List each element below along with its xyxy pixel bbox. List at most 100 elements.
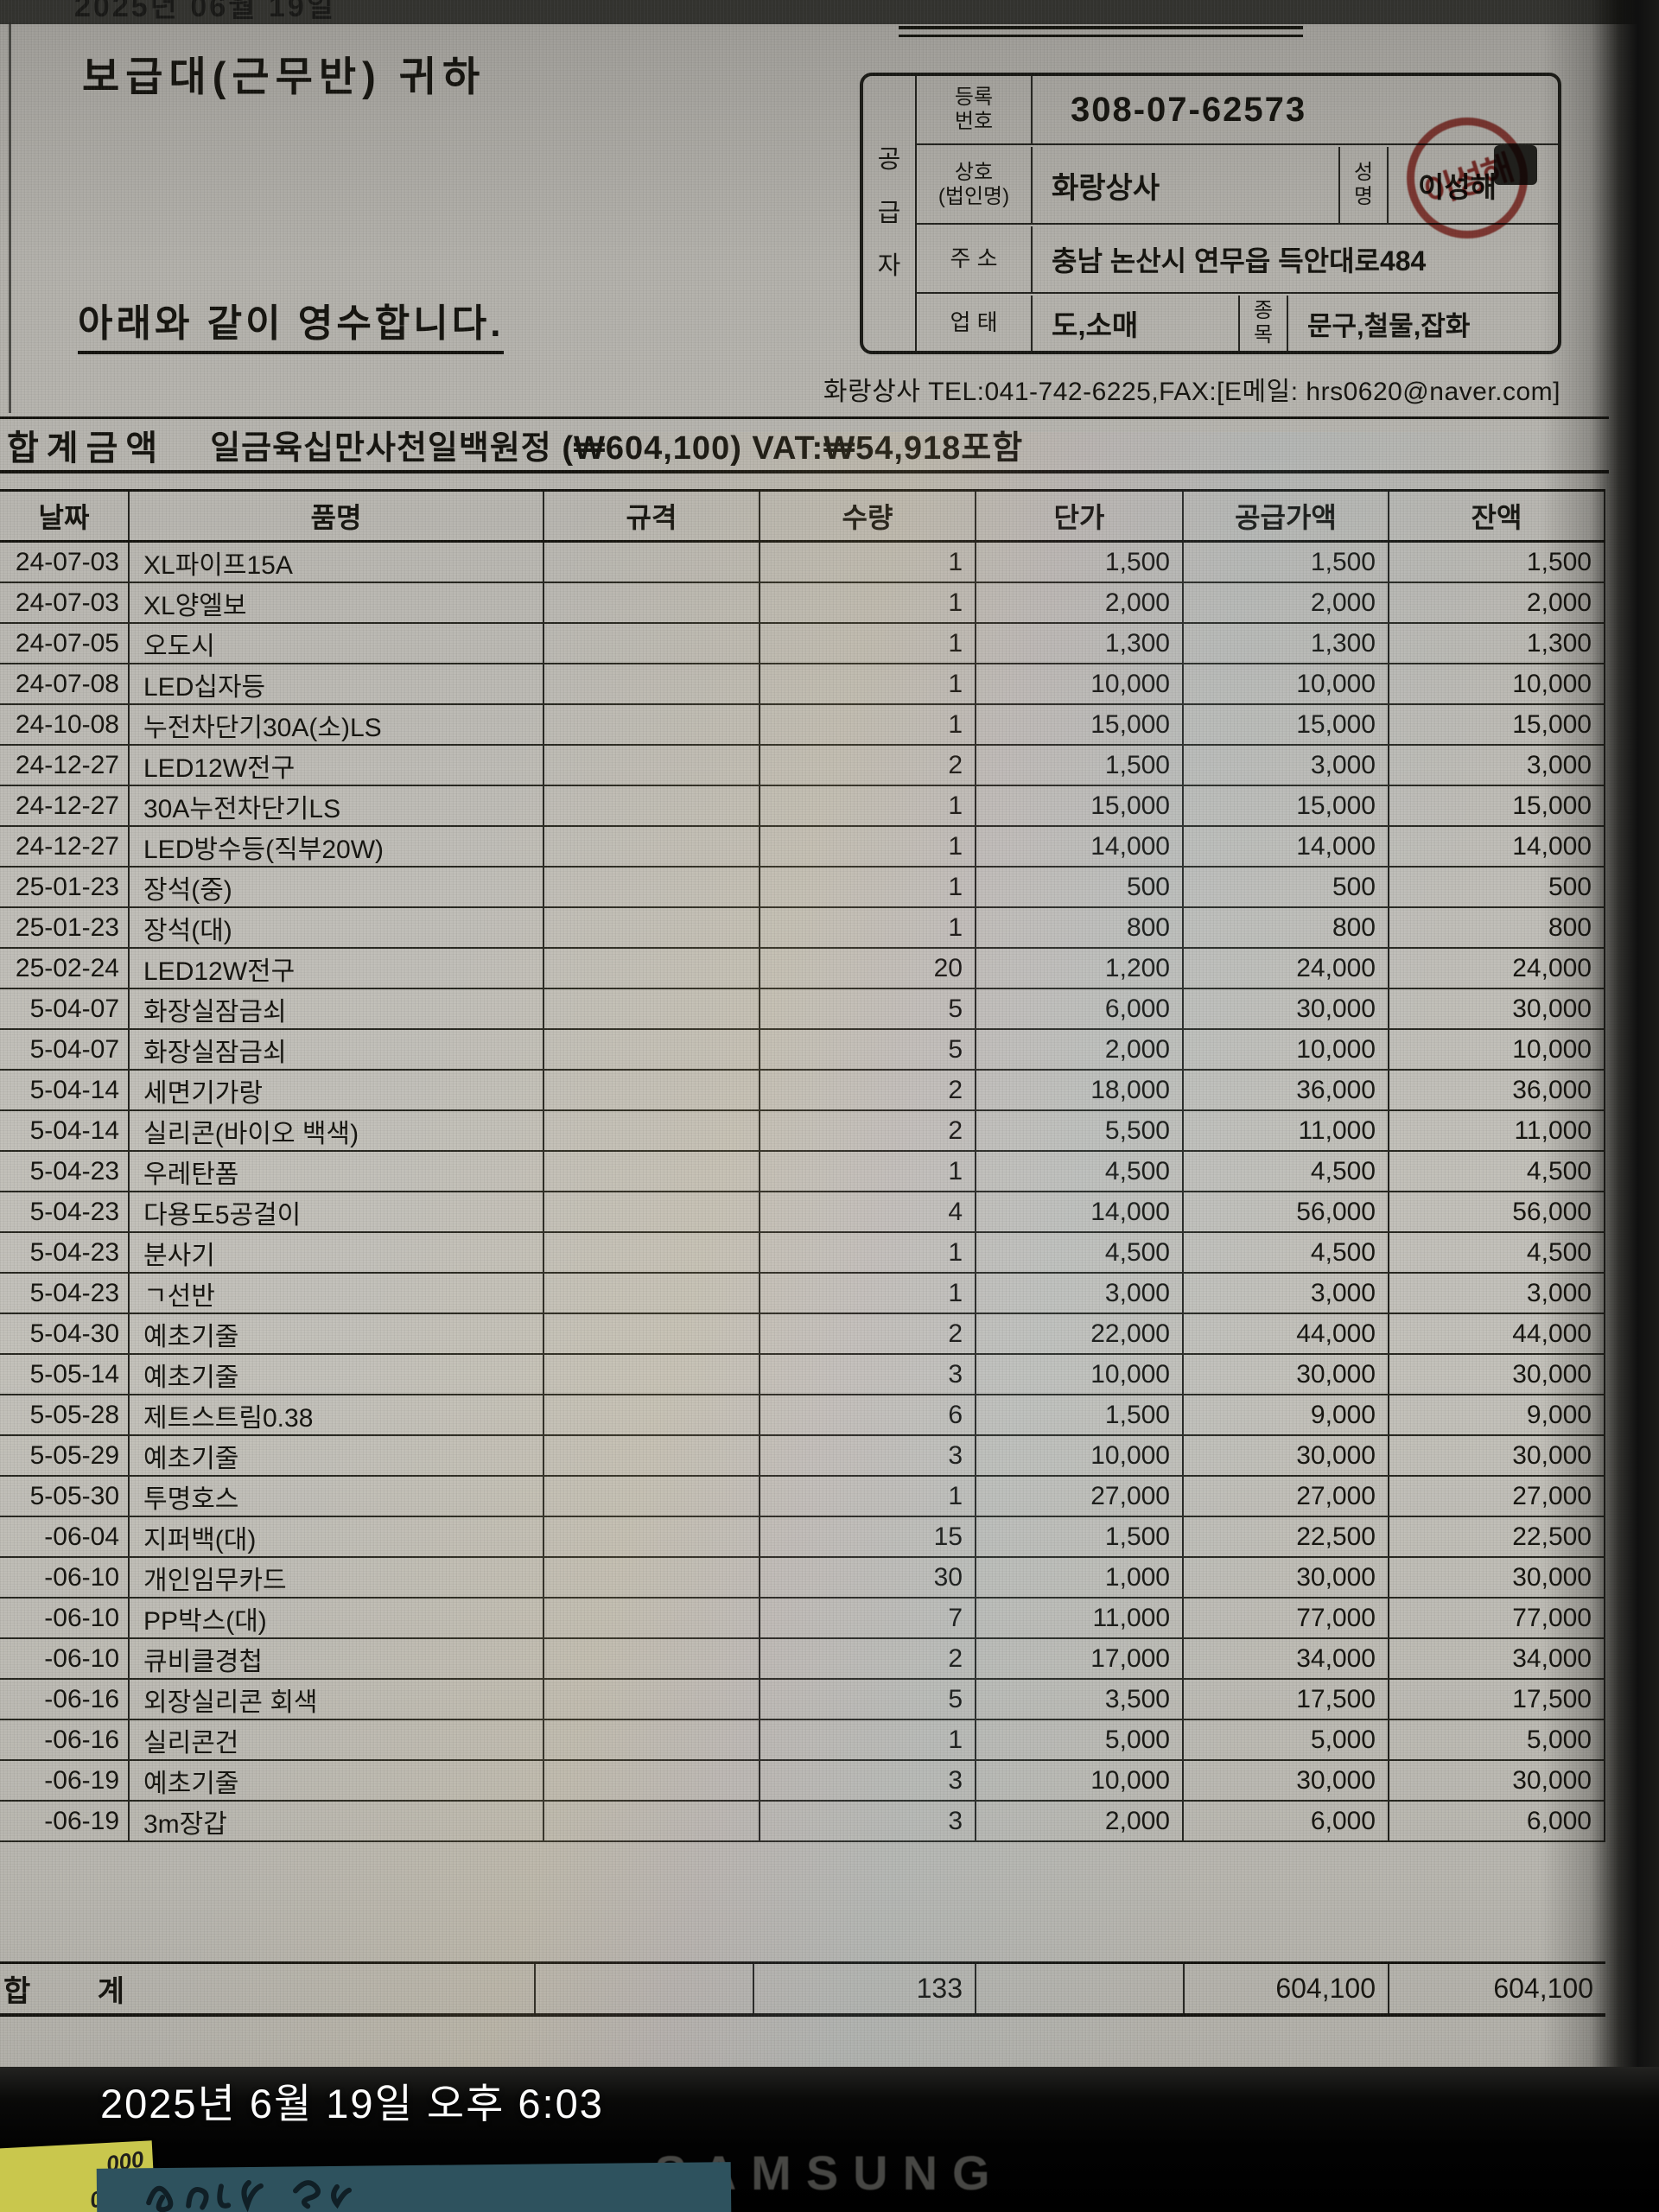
- cell-qty: 2: [760, 1071, 976, 1109]
- cell-balance: 30,000: [1389, 1436, 1605, 1475]
- cell-unit-price: 1,500: [976, 543, 1184, 582]
- cell-supply-amount: 30,000: [1184, 1355, 1389, 1394]
- cell-supply-amount: 15,000: [1184, 705, 1389, 744]
- grand-total-qty: 133: [754, 1964, 976, 2013]
- clipped-header-date: 2025년 06월 19일: [74, 0, 337, 23]
- table-row: 5-05-29 예초기줄 3 10,000 30,000 30,000: [0, 1436, 1605, 1477]
- cell-spec: [544, 583, 760, 622]
- cell-supply-amount: 800: [1184, 908, 1389, 947]
- cell-supply-amount: 11,000: [1184, 1111, 1389, 1150]
- cell-supply-amount: 30,000: [1184, 989, 1389, 1028]
- table-row: 5-04-14 실리콘(바이오 백색) 2 5,500 11,000 11,00…: [0, 1111, 1605, 1152]
- cell-unit-price: 10,000: [976, 1761, 1184, 1800]
- address-label: 주 소: [917, 226, 1033, 292]
- cell-date: 5-04-23: [0, 1274, 130, 1313]
- cell-date: 5-04-14: [0, 1071, 130, 1109]
- trade-name: 화랑상사: [1033, 147, 1340, 223]
- cell-spec: [544, 1680, 760, 1719]
- cell-supply-amount: 500: [1184, 868, 1389, 906]
- table-row: 5-04-07 화장실잠금쇠 5 2,000 10,000 10,000: [0, 1030, 1605, 1071]
- cell-supply-amount: 34,000: [1184, 1639, 1389, 1678]
- cell-spec: [544, 1720, 760, 1759]
- cell-unit-price: 22,000: [976, 1314, 1184, 1353]
- cell-item: 실리콘건: [130, 1720, 544, 1759]
- cell-spec: [544, 1111, 760, 1150]
- cell-balance: 5,000: [1389, 1720, 1605, 1759]
- cell-spec: [544, 868, 760, 906]
- cell-item: 투명호스: [130, 1477, 544, 1516]
- cell-supply-amount: 10,000: [1184, 1030, 1389, 1069]
- cell-balance: 9,000: [1389, 1395, 1605, 1434]
- cell-item: ㄱ선반: [130, 1274, 544, 1313]
- recipient-title: 보급대(근무반) 귀하: [82, 54, 486, 99]
- cell-date: 5-04-23: [0, 1233, 130, 1272]
- table-row: 24-12-27 30A누전차단기LS 1 15,000 15,000 15,0…: [0, 786, 1605, 827]
- grand-total-label: 합 계: [0, 1964, 536, 2013]
- cell-unit-price: 4,500: [976, 1152, 1184, 1191]
- cell-date: 25-02-24: [0, 949, 130, 988]
- cell-unit-price: 1,500: [976, 746, 1184, 785]
- cell-balance: 10,000: [1389, 664, 1605, 703]
- table-row: 5-05-30 투명호스 1 27,000 27,000 27,000: [0, 1477, 1605, 1517]
- cell-unit-price: 2,000: [976, 1802, 1184, 1840]
- cell-date: 5-04-23: [0, 1192, 130, 1231]
- business-type-value: 도,소매: [1033, 296, 1240, 351]
- business-type-label: 업 태: [917, 296, 1033, 351]
- table-row: -06-04 지퍼백(대) 15 1,500 22,500 22,500: [0, 1517, 1605, 1558]
- cell-item: 다용도5공걸이: [130, 1192, 544, 1231]
- cell-spec: [544, 1639, 760, 1678]
- header-double-rule: [899, 26, 1303, 37]
- cell-qty: 1: [760, 705, 976, 744]
- cell-supply-amount: 5,000: [1184, 1720, 1389, 1759]
- cell-unit-price: 1,500: [976, 1517, 1184, 1556]
- cell-date: 5-04-30: [0, 1314, 130, 1353]
- cell-item: 지퍼백(대): [130, 1517, 544, 1556]
- cell-unit-price: 2,000: [976, 583, 1184, 622]
- cell-item: PP박스(대): [130, 1599, 544, 1637]
- cell-unit-price: 2,000: [976, 1030, 1184, 1069]
- cell-balance: 34,000: [1389, 1639, 1605, 1678]
- cell-date: -06-16: [0, 1680, 130, 1719]
- cell-supply-amount: 3,000: [1184, 1274, 1389, 1313]
- cell-spec: [544, 827, 760, 866]
- cell-date: 5-04-07: [0, 989, 130, 1028]
- cell-qty: 5: [760, 1030, 976, 1069]
- cell-spec: [544, 664, 760, 703]
- table-row: 5-04-30 예초기줄 2 22,000 44,000 44,000: [0, 1314, 1605, 1355]
- cell-spec: [544, 1436, 760, 1475]
- table-row: 24-07-03 XL파이프15A 1 1,500 1,500 1,500: [0, 543, 1605, 583]
- cell-supply-amount: 30,000: [1184, 1436, 1389, 1475]
- cell-balance: 22,500: [1389, 1517, 1605, 1556]
- ceo-name-label: 성 명: [1340, 147, 1389, 223]
- cell-item: 장석(대): [130, 908, 544, 947]
- header-item: 품명: [130, 492, 544, 540]
- cell-spec: [544, 1314, 760, 1353]
- cell-supply-amount: 9,000: [1184, 1395, 1389, 1434]
- cell-spec: [544, 1599, 760, 1637]
- cell-balance: 17,500: [1389, 1680, 1605, 1719]
- cell-item: LED방수등(직부20W): [130, 827, 544, 866]
- table-row: 5-04-23 우레탄폼 1 4,500 4,500 4,500: [0, 1152, 1605, 1192]
- cell-balance: 30,000: [1389, 989, 1605, 1028]
- cell-supply-amount: 22,500: [1184, 1517, 1389, 1556]
- cell-balance: 800: [1389, 908, 1605, 947]
- cell-supply-amount: 6,000: [1184, 1802, 1389, 1840]
- total-amount-band: 합계금액 일금육십만사천일백원정 (₩604,100) VAT:₩54,918포…: [0, 416, 1609, 474]
- cell-item: 예초기줄: [130, 1761, 544, 1800]
- grand-total-supply: 604,100: [1185, 1964, 1389, 2013]
- cell-spec: [544, 746, 760, 785]
- cell-item: LED12W전구: [130, 949, 544, 988]
- cell-unit-price: 500: [976, 868, 1184, 906]
- cell-qty: 15: [760, 1517, 976, 1556]
- cell-qty: 4: [760, 1192, 976, 1231]
- cell-qty: 1: [760, 624, 976, 663]
- document-left-edge: [9, 22, 11, 413]
- cell-qty: 5: [760, 1680, 976, 1719]
- table-row: -06-10 개인임무카드 30 1,000 30,000 30,000: [0, 1558, 1605, 1599]
- cell-date: 24-07-03: [0, 583, 130, 622]
- cell-spec: [544, 1030, 760, 1069]
- cell-qty: 30: [760, 1558, 976, 1597]
- cell-qty: 1: [760, 1152, 976, 1191]
- supplier-info-box: 공 급 자 등록 번호 308-07-62573 상호 (법인명) 화랑상사 성…: [860, 73, 1561, 354]
- cell-date: 24-12-27: [0, 827, 130, 866]
